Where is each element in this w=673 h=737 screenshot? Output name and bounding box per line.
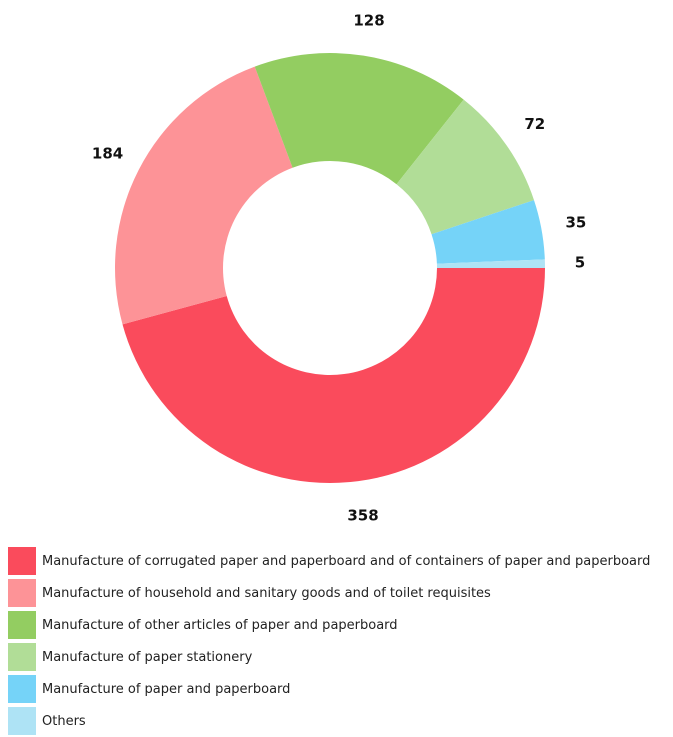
legend-item: Manufacture of paper and paperboard bbox=[8, 673, 673, 705]
data-label: 35 bbox=[565, 214, 586, 232]
legend-swatch bbox=[8, 675, 36, 703]
slice bbox=[122, 268, 546, 484]
legend-item: Manufacture of paper stationery bbox=[8, 641, 673, 673]
slice bbox=[431, 200, 545, 264]
legend: Manufacture of corrugated paper and pape… bbox=[8, 545, 673, 737]
legend-item: Manufacture of corrugated paper and pape… bbox=[8, 545, 673, 577]
slice bbox=[436, 259, 545, 268]
data-label: 184 bbox=[92, 144, 123, 162]
legend-label: Manufacture of corrugated paper and pape… bbox=[42, 553, 651, 569]
legend-label: Manufacture of paper and paperboard bbox=[42, 681, 291, 697]
slice bbox=[254, 53, 464, 185]
data-label: 358 bbox=[347, 506, 378, 524]
chart: 358 184 128 72 35 5 bbox=[92, 12, 586, 525]
legend-label: Others bbox=[42, 713, 86, 729]
slice bbox=[114, 66, 293, 325]
legend-item: Others bbox=[8, 705, 673, 737]
legend-item: Manufacture of other articles of paper a… bbox=[8, 609, 673, 641]
legend-swatch bbox=[8, 643, 36, 671]
data-label: 128 bbox=[353, 12, 384, 30]
legend-swatch bbox=[8, 611, 36, 639]
legend-swatch bbox=[8, 579, 36, 607]
legend-label: Manufacture of other articles of paper a… bbox=[42, 617, 398, 633]
legend-label: Manufacture of paper stationery bbox=[42, 649, 253, 665]
legend-label: Manufacture of household and sanitary go… bbox=[42, 585, 491, 601]
data-label: 5 bbox=[575, 253, 585, 271]
legend-swatch bbox=[8, 707, 36, 735]
slice bbox=[396, 99, 534, 235]
legend-item: Manufacture of household and sanitary go… bbox=[8, 577, 673, 609]
data-label: 72 bbox=[524, 115, 545, 133]
legend-swatch bbox=[8, 547, 36, 575]
